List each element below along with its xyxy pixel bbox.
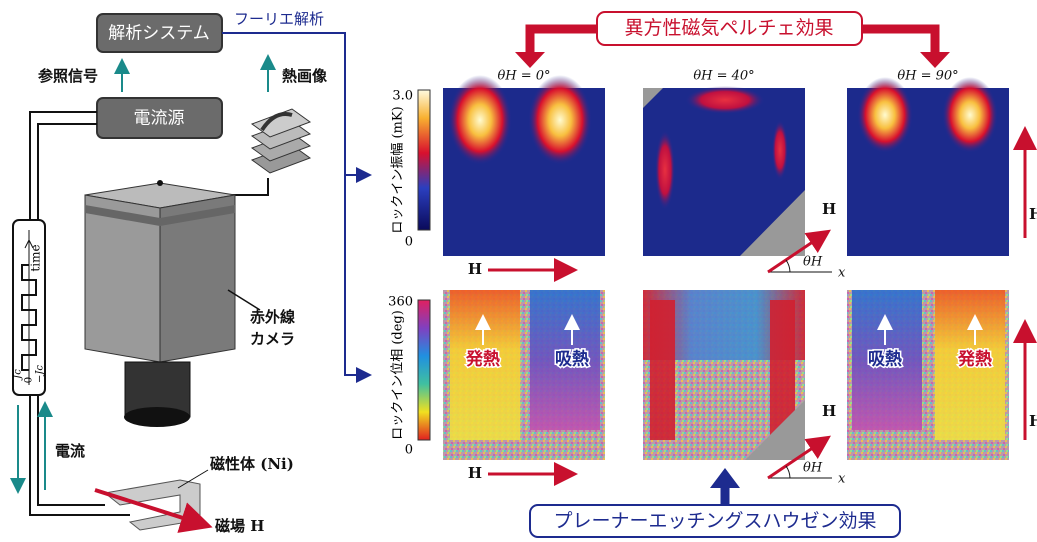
camera (85, 180, 235, 427)
current-source-label: 電流源 (134, 109, 185, 129)
heat-label: 発熱 (465, 349, 500, 370)
amplitude-max: 3.0 (392, 89, 413, 104)
field-label: 磁場 H (215, 517, 264, 535)
phase-panel-0 (443, 290, 605, 460)
time-label: time (29, 244, 43, 271)
diagram: 解析システム 電流源 参照信号 熱画像 フーリエ解析 赤外線 カメラ time … (0, 0, 1037, 542)
ampe-arrow-left (530, 29, 597, 55)
magnet (105, 480, 200, 530)
magnet-label: 磁性体 (Ni) (210, 455, 294, 473)
phase-colorbar (418, 300, 430, 440)
field-h: H (1029, 412, 1037, 430)
wave-label-zero: 0 (24, 377, 35, 383)
heat-label: 発熱 (957, 349, 992, 370)
angle-label: θH = 40° (693, 69, 754, 84)
reference-label: 参照信号 (38, 67, 98, 85)
thermal-label: 熱画像 (282, 67, 328, 85)
wave-label-low: −Jc (35, 365, 46, 383)
amplitude-label: ロックイン振幅 (mK) (391, 106, 406, 233)
wave-label-high: Jc (13, 369, 24, 381)
camera-label-2: カメラ (250, 330, 295, 348)
ampe-head-right (920, 52, 950, 68)
x-label: x (838, 266, 846, 281)
field-h: H (822, 402, 836, 420)
pe-label: プレーナーエッチングスハウゼン効果 (553, 510, 876, 532)
field-h: H (468, 464, 482, 482)
current-label: 電流 (55, 442, 85, 460)
amplitude-min: 0 (405, 235, 413, 250)
angle-symbol: θH (803, 461, 823, 476)
amplitude-panel-0 (443, 75, 605, 256)
angle-symbol: θH (803, 255, 823, 270)
absorb-label: 吸熱 (868, 349, 902, 370)
pe-head (710, 468, 740, 488)
absorb-label: 吸熱 (555, 349, 589, 370)
ampe-head-left (515, 52, 545, 68)
phase-label: ロックイン位相 (deg) (391, 310, 406, 440)
field-h: H (468, 260, 482, 278)
amplitude-colorbar (418, 90, 430, 230)
camera-label-1: 赤外線 (250, 308, 295, 326)
phase-max: 360 (388, 295, 413, 310)
amplitude-panel-90 (847, 77, 1009, 256)
phase-panel-90 (847, 290, 1009, 460)
ampe-arrow-right (862, 29, 935, 55)
field-h: H (822, 200, 836, 218)
fourier-label: フーリエ解析 (234, 10, 324, 28)
analysis-label: 解析システム (108, 24, 210, 44)
angle-label: θH = 0° (497, 69, 550, 84)
phase-min: 0 (405, 443, 413, 458)
amplitude-panel-40 (643, 86, 805, 256)
angle-label: θH = 90° (897, 69, 958, 84)
x-label: x (838, 472, 846, 487)
ampe-label: 異方性磁気ペルチェ効果 (624, 17, 833, 39)
field-h: H (1029, 205, 1037, 223)
thermal-stack (252, 109, 310, 173)
phase-panel-40 (643, 290, 805, 460)
